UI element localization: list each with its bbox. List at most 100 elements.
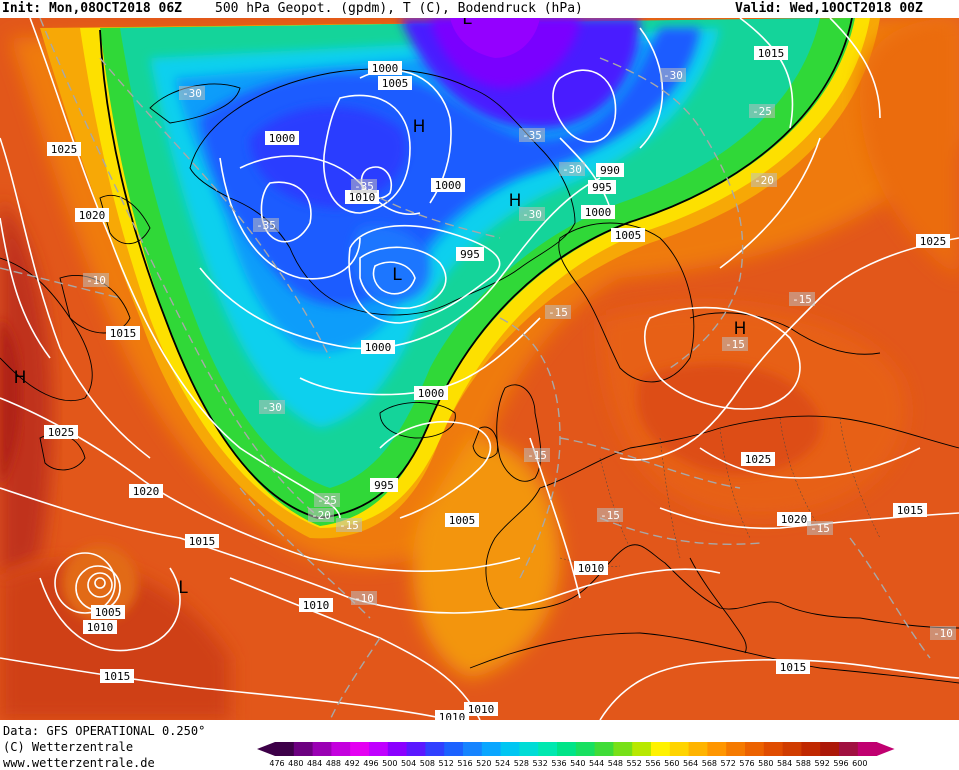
temp-label: -30	[559, 162, 585, 176]
svg-text:-20: -20	[754, 174, 774, 187]
svg-text:1015: 1015	[758, 47, 785, 60]
svg-text:1010: 1010	[439, 711, 466, 720]
colorbar-min-arrow	[257, 742, 275, 756]
svg-text:-30: -30	[562, 163, 582, 176]
colorbar-swatch	[575, 742, 596, 756]
colorbar-swatch	[820, 742, 840, 756]
colorbar-tick-label: 488	[326, 759, 341, 768]
colorbar-tick-label: 524	[495, 759, 510, 768]
colorbar-max-arrow	[876, 742, 895, 756]
temp-label: -10	[83, 273, 109, 287]
svg-text:1010: 1010	[468, 703, 495, 716]
temp-label: -15	[545, 305, 571, 319]
svg-text:-30: -30	[663, 69, 683, 82]
isobar-label: 1015	[100, 669, 134, 683]
isobar-label: 1010	[83, 620, 117, 634]
colorbar-tick-label: 544	[589, 759, 604, 768]
valid-time: Valid: Wed,10OCT2018 00Z	[735, 1, 923, 16]
temp-label: -10	[930, 626, 956, 640]
colorbar-swatch	[726, 742, 746, 756]
svg-text:1005: 1005	[382, 77, 409, 90]
svg-text:1010: 1010	[303, 599, 330, 612]
colorbar-swatch	[651, 742, 671, 756]
colorbar-swatch	[632, 742, 652, 756]
svg-text:1000: 1000	[365, 341, 392, 354]
svg-text:1015: 1015	[110, 327, 137, 340]
isobar-label: 1010	[435, 710, 469, 720]
temp-label: -15	[807, 521, 833, 535]
colorbar-swatch	[500, 742, 520, 756]
temp-label: -15	[789, 292, 815, 306]
colorbar-tick-label: 480	[288, 759, 303, 768]
country-borders	[559, 417, 881, 567]
isobar-label: 1025	[741, 452, 775, 466]
colorbar-tick-label: 500	[382, 759, 397, 768]
colorbar-swatch	[613, 742, 633, 756]
svg-text:1025: 1025	[920, 235, 947, 248]
colorbar-swatch	[275, 742, 295, 756]
isobar-label: 1000	[431, 178, 465, 192]
isobar-label: 1000	[368, 61, 402, 75]
colorbar-swatch	[763, 742, 784, 756]
temp-label: -30	[179, 86, 205, 100]
colorbar-tick-label: 556	[645, 759, 660, 768]
colorbar-tick-label: 484	[307, 759, 322, 768]
colorbar-tick-label: 496	[363, 759, 378, 768]
colorbar-swatch	[444, 742, 464, 756]
colorbar-swatch	[707, 742, 727, 756]
temp-label: -15	[722, 337, 748, 351]
copyright-label: (C) Wetterzentrale	[3, 740, 134, 754]
isobar-label: 1010	[345, 190, 379, 204]
colorbar-swatch	[425, 742, 445, 756]
colorbar-swatch	[369, 742, 389, 756]
colorbar-swatch	[782, 742, 802, 756]
isobar-label: 1000	[265, 131, 299, 145]
svg-text:-15: -15	[810, 522, 830, 535]
colorbar-tick-label: 596	[833, 759, 848, 768]
colorbar-swatch	[801, 742, 821, 756]
isobar-label: 1010	[464, 702, 498, 716]
isobar-label: 1000	[414, 386, 448, 400]
isobar-label: 995	[370, 478, 398, 492]
svg-text:-10: -10	[354, 592, 374, 605]
isobar-label: 1020	[129, 484, 163, 498]
svg-text:1000: 1000	[372, 62, 399, 75]
svg-text:-15: -15	[548, 306, 568, 319]
colorbar-tick-label: 560	[664, 759, 679, 768]
temp-label: -15	[336, 518, 362, 532]
temp-label: -30	[259, 400, 285, 414]
svg-text:-35: -35	[354, 180, 374, 193]
map-area: 1015 1025 1020 1015 1025 1020 1015 1005 …	[0, 18, 959, 720]
temperature-lines	[0, 18, 931, 720]
svg-text:995: 995	[460, 248, 480, 261]
colorbar-tick-label: 504	[401, 759, 416, 768]
colorbar-swatch	[519, 742, 539, 756]
temp-label: -30	[519, 207, 545, 221]
svg-text:995: 995	[374, 479, 394, 492]
svg-text:-25: -25	[752, 105, 772, 118]
svg-text:1015: 1015	[189, 535, 216, 548]
svg-text:990: 990	[600, 164, 620, 177]
colorbar-swatch	[594, 742, 614, 756]
colorbar-tick-label: 592	[815, 759, 830, 768]
colorbar-swatch	[557, 742, 577, 756]
temp-label: -25	[314, 493, 340, 507]
svg-text:-35: -35	[256, 219, 276, 232]
svg-text:1005: 1005	[449, 514, 476, 527]
colorbar-swatch	[481, 742, 502, 756]
temp-label: -25	[749, 104, 775, 118]
isobar-label: 1005	[378, 76, 412, 90]
isobar-label: 1025	[44, 425, 78, 439]
high-pressure-marker: H	[734, 319, 747, 339]
colorbar-swatch	[331, 742, 351, 756]
svg-text:-20: -20	[311, 509, 331, 522]
colorbar: 476 480 484 488 492 496 500 504 508 512 516 520 524 5…	[257, 742, 895, 768]
svg-text:1025: 1025	[51, 143, 78, 156]
isobar-label: 1015	[776, 660, 810, 674]
colorbar-tick-label: 576	[739, 759, 754, 768]
colorbar-tick-label: 528	[514, 759, 529, 768]
temp-label: -30	[660, 68, 686, 82]
svg-text:1010: 1010	[349, 191, 376, 204]
svg-text:1010: 1010	[578, 562, 605, 575]
